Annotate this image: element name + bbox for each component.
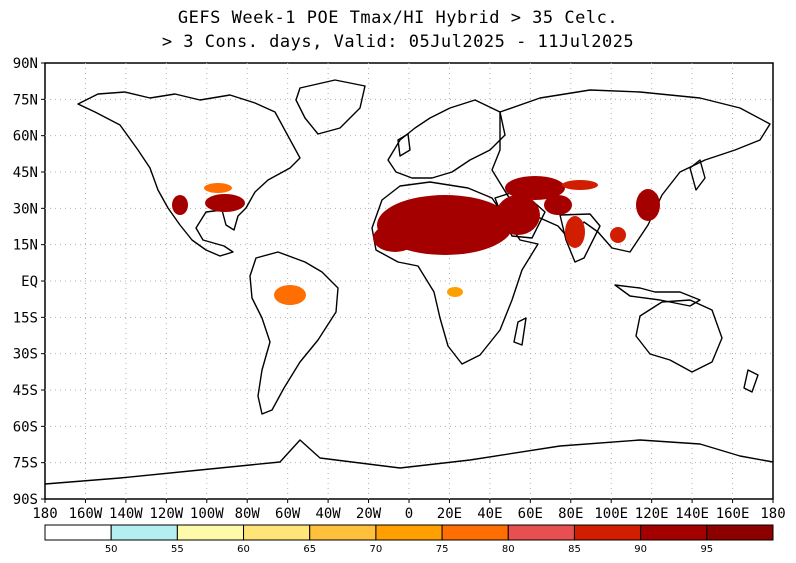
longitude-label: 100W bbox=[190, 506, 224, 522]
heat-region-angola bbox=[447, 287, 463, 297]
colorbar-swatch bbox=[441, 524, 509, 541]
longitude-label: 100E bbox=[594, 506, 628, 522]
latitude-label: 30N bbox=[13, 201, 38, 217]
longitude-label: 0 bbox=[405, 506, 413, 522]
colorbar-tick-label: 70 bbox=[370, 544, 383, 555]
colorbar-tick-label: 80 bbox=[502, 544, 515, 555]
colorbar-swatch bbox=[375, 524, 443, 541]
map-title-line-2: > 3 Cons. days, Valid: 05Jul2025 - 11Jul… bbox=[161, 32, 635, 52]
longitude-label: 40E bbox=[477, 506, 502, 522]
longitude-label: 180 bbox=[760, 506, 785, 522]
latitude-label: 30S bbox=[13, 347, 38, 363]
colorbar-tick-label: 55 bbox=[171, 544, 184, 555]
longitude-label: 160W bbox=[69, 506, 103, 522]
longitude-labels: 180 160W 140W 120W 100W 80W 60W 40W 20W 0 20E 40E 60… bbox=[32, 499, 786, 522]
latitude-label: 90N bbox=[13, 56, 38, 72]
colorbar-tick-label: 85 bbox=[568, 544, 581, 555]
uk-outline bbox=[397, 133, 411, 157]
longitude-label: 140W bbox=[109, 506, 143, 522]
japan-outline bbox=[689, 159, 706, 191]
heat-region-us-central bbox=[204, 183, 232, 193]
colorbar-swatch bbox=[309, 524, 377, 541]
longitude-label: 120E bbox=[635, 506, 669, 522]
colorbar-swatch bbox=[243, 524, 311, 541]
latitude-label: 75N bbox=[13, 92, 38, 108]
colorbar-swatch bbox=[573, 524, 642, 541]
longitude-label: 140E bbox=[675, 506, 709, 522]
latitude-label: 60S bbox=[13, 419, 38, 435]
latitude-label: 75S bbox=[13, 456, 38, 472]
map-title-line-1: GEFS Week-1 POE Tmax/HI Hybrid > 35 Celc… bbox=[177, 8, 619, 28]
colorbar-tick-label: 95 bbox=[700, 544, 713, 555]
indonesia-outline bbox=[614, 284, 701, 307]
heat-region-middle-east bbox=[505, 176, 565, 200]
longitude-label: 40W bbox=[315, 506, 341, 522]
latitude-labels: 90N 75N 60N 45N 30N 15N EQ 15S 30S 45S 60S 75S 90S bbox=[13, 56, 45, 508]
colorbar-tick-label: 75 bbox=[436, 544, 449, 555]
colorbar-swatch bbox=[110, 524, 178, 541]
colorbar-tick-label: 65 bbox=[303, 544, 316, 555]
heat-region-mexico bbox=[172, 195, 188, 215]
map-frame bbox=[44, 62, 774, 500]
latitude-label: 45S bbox=[13, 383, 38, 399]
colorbar-swatch bbox=[176, 524, 245, 541]
colorbar-tick-label: 50 bbox=[105, 544, 118, 555]
australia-outline bbox=[635, 299, 723, 373]
latitude-label: 45N bbox=[13, 165, 38, 181]
colorbar-swatch bbox=[44, 524, 112, 541]
africa-outline bbox=[371, 181, 539, 365]
heat-region-west-africa bbox=[373, 224, 417, 252]
latitude-label: 15N bbox=[13, 238, 38, 254]
greenland-outline bbox=[295, 79, 366, 135]
longitude-label: 80W bbox=[235, 506, 261, 522]
longitude-label: 80E bbox=[558, 506, 583, 522]
longitude-label: 20W bbox=[356, 506, 382, 522]
longitude-label: 160E bbox=[716, 506, 750, 522]
heat-region-us-south bbox=[205, 194, 245, 212]
heat-region-pakistan bbox=[544, 195, 572, 215]
longitude-label: 60W bbox=[275, 506, 301, 522]
colorbar-swatch bbox=[640, 524, 708, 541]
colorbar-swatch bbox=[706, 524, 774, 541]
latitude-label: 90S bbox=[13, 492, 38, 508]
probability-shading bbox=[172, 176, 660, 305]
heat-region-indochina bbox=[610, 227, 626, 243]
colorbar-tick-label: 90 bbox=[634, 544, 647, 555]
longitude-label: 60E bbox=[518, 506, 543, 522]
colorbar bbox=[44, 524, 774, 541]
latitude-label: 15S bbox=[13, 310, 38, 326]
south-america-outline bbox=[249, 251, 339, 415]
heat-region-arabia bbox=[496, 195, 540, 235]
longitude-label: 180 bbox=[32, 506, 57, 522]
colorbar-swatch bbox=[507, 524, 575, 541]
heat-region-central-asia bbox=[562, 180, 598, 190]
heat-region-east-china bbox=[636, 189, 660, 221]
new-zealand-outline bbox=[743, 369, 759, 393]
madagascar-outline bbox=[513, 317, 527, 346]
latitude-label: 60N bbox=[13, 129, 38, 145]
india-outline bbox=[559, 213, 601, 263]
longitude-label: 20E bbox=[437, 506, 462, 522]
latitude-label: EQ bbox=[21, 274, 38, 290]
colorbar-tick-labels: 50 55 60 65 70 75 80 85 90 95 bbox=[105, 544, 713, 555]
longitude-label: 120W bbox=[149, 506, 183, 522]
europe-outline bbox=[387, 99, 506, 179]
antarctica-outline bbox=[44, 439, 774, 485]
heat-region-brazil bbox=[274, 285, 306, 305]
colorbar-tick-label: 60 bbox=[237, 544, 250, 555]
heat-region-india bbox=[565, 216, 585, 248]
north-america-outline bbox=[77, 91, 301, 257]
